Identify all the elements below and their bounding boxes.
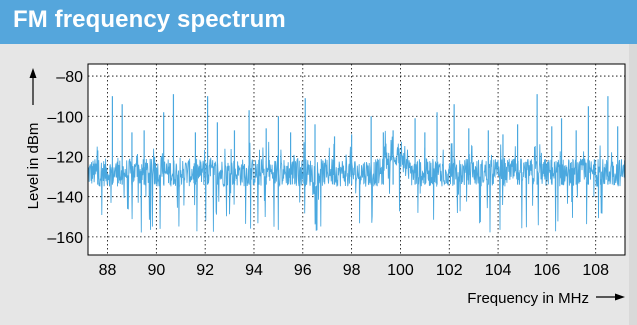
x-tick-label: 90 bbox=[147, 262, 165, 279]
y-axis-title: Level in dBm bbox=[25, 123, 42, 210]
spectrum-trace bbox=[87, 130, 626, 233]
x-axis-arrow-icon bbox=[615, 293, 625, 301]
y-tick-label: –120 bbox=[47, 149, 83, 166]
x-tick-label: 92 bbox=[196, 262, 214, 279]
x-tick-label: 94 bbox=[245, 262, 263, 279]
y-tick-label: –160 bbox=[47, 230, 83, 247]
x-tick-label: 104 bbox=[485, 262, 512, 279]
plot-frame bbox=[87, 63, 626, 256]
y-tick-label: –80 bbox=[56, 69, 83, 86]
y-axis-title-group: Level in dBm bbox=[25, 68, 42, 209]
y-axis-arrow-icon bbox=[29, 68, 37, 78]
x-tick-label: 98 bbox=[343, 262, 361, 279]
y-tick-label: –100 bbox=[47, 109, 83, 126]
x-tick-label: 108 bbox=[582, 262, 609, 279]
x-axis-title: Frequency in MHz bbox=[467, 290, 589, 307]
x-tick-labels: 88 90 92 94 96 98 100 102 104 106 108 bbox=[99, 262, 610, 279]
x-tick-label: 100 bbox=[387, 262, 414, 279]
x-tick-label: 106 bbox=[534, 262, 561, 279]
y-tick-label: –140 bbox=[47, 190, 83, 207]
chart-title: FM frequency spectrum bbox=[13, 6, 286, 33]
series-layer bbox=[87, 94, 626, 233]
y-tick-labels: –80 –100 –120 –140 –160 bbox=[47, 69, 83, 247]
header-bar: FM frequency spectrum bbox=[0, 0, 637, 44]
x-tick-label: 96 bbox=[294, 262, 312, 279]
x-tick-label: 88 bbox=[99, 262, 117, 279]
x-tick-label: 102 bbox=[436, 262, 463, 279]
x-axis-title-group: Frequency in MHz bbox=[467, 290, 625, 307]
